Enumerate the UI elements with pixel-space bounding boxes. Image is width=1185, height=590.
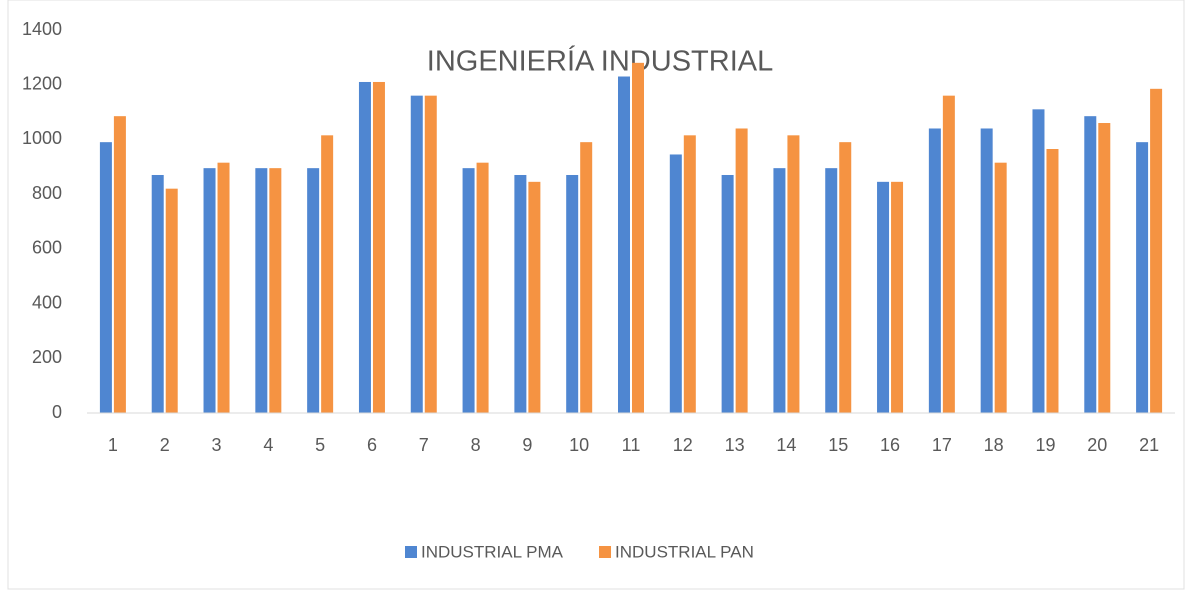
bar (980, 128, 993, 413)
bar (528, 181, 541, 413)
x-tick-label: 21 (1139, 435, 1159, 455)
y-tick-label: 600 (32, 238, 62, 258)
legend-label: INDUSTRIAL PMA (421, 542, 564, 561)
bar (839, 142, 852, 413)
x-tick-label: 1 (108, 435, 118, 455)
bar (1032, 109, 1045, 413)
bar (1136, 142, 1149, 413)
bar (1084, 116, 1097, 414)
bar (321, 135, 334, 413)
bar (1150, 88, 1163, 413)
bar (891, 181, 904, 413)
bar (735, 128, 748, 413)
x-tick-label: 17 (932, 435, 952, 455)
bar (566, 174, 579, 413)
bar (632, 62, 644, 413)
bar (462, 168, 475, 413)
x-tick-label: 18 (984, 435, 1004, 455)
bar (877, 181, 890, 413)
bar (1098, 123, 1111, 413)
x-tick-label: 2 (160, 435, 170, 455)
bar (217, 162, 230, 413)
bar (113, 116, 126, 414)
chart-frame (7, 0, 1185, 590)
x-tick-label: 4 (263, 435, 273, 455)
bar (424, 95, 437, 414)
bar (514, 174, 527, 413)
bar (773, 168, 786, 413)
x-tick-label: 16 (880, 435, 900, 455)
bar (410, 95, 423, 414)
chart-title: INGENIERÍA INDUSTRIAL (427, 45, 773, 78)
bar (358, 81, 371, 413)
y-tick-label: 200 (32, 347, 62, 367)
bar (928, 128, 941, 413)
x-tick-label: 10 (569, 435, 589, 455)
bar (994, 162, 1007, 413)
y-tick-label: 1400 (22, 19, 62, 39)
x-tick-label: 5 (315, 435, 325, 455)
y-tick-label: 1200 (22, 73, 62, 93)
bar (942, 95, 955, 414)
x-tick-label: 12 (673, 435, 693, 455)
y-tick-label: 400 (32, 292, 62, 312)
y-tick-label: 800 (32, 183, 62, 203)
bar (372, 81, 385, 413)
x-tick-label: 9 (522, 435, 532, 455)
x-tick-label: 8 (471, 435, 481, 455)
bar (151, 174, 164, 413)
bar (669, 154, 682, 413)
x-tick-label: 13 (725, 435, 745, 455)
x-tick-label: 14 (776, 435, 796, 455)
y-tick-label: 0 (52, 402, 62, 422)
x-tick-label: 7 (419, 435, 429, 455)
x-tick-label: 6 (367, 435, 377, 455)
x-tick-label: 20 (1087, 435, 1107, 455)
bar (825, 168, 838, 413)
bar (203, 168, 216, 413)
legend-swatch (405, 546, 417, 558)
bar (1046, 149, 1059, 413)
bar (165, 188, 178, 413)
x-tick-label: 11 (622, 435, 641, 455)
bar (99, 142, 112, 413)
legend-label: INDUSTRIAL PAN (615, 542, 754, 561)
bar (580, 142, 593, 413)
bar (787, 135, 800, 413)
bar (269, 168, 282, 413)
x-tick-label: 19 (1035, 435, 1055, 455)
bar (255, 168, 268, 413)
bar (721, 174, 734, 413)
x-tick-label: 15 (828, 435, 848, 455)
y-tick-label: 1000 (22, 128, 62, 148)
bar (476, 162, 489, 413)
bar (307, 168, 320, 413)
bar (618, 76, 630, 413)
legend-swatch (599, 546, 612, 558)
bar (683, 135, 696, 413)
x-tick-label: 3 (212, 435, 222, 455)
